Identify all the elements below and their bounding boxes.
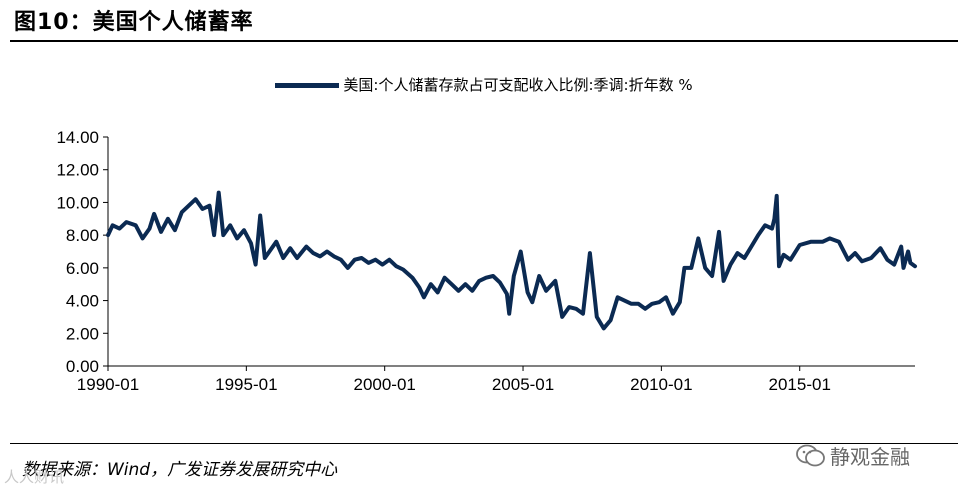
y-tick-label: 10.00 <box>56 193 99 212</box>
x-tick-label: 1995-01 <box>215 375 277 394</box>
legend-swatch <box>275 83 340 88</box>
y-tick-label: 0.00 <box>66 357 99 376</box>
y-tick-label: 12.00 <box>56 161 99 180</box>
x-tick-label: 1990-01 <box>77 375 139 394</box>
y-tick-label: 14.00 <box>56 128 99 147</box>
corner-watermark: 人人财讯 <box>4 468 65 486</box>
legend-label: 美国:个人储蓄存款占可支配收入比例:季调:折年数 % <box>343 76 693 94</box>
y-tick-label: 8.00 <box>66 226 99 245</box>
x-tick-label: 2000-01 <box>353 375 415 394</box>
x-tick-label: 2015-01 <box>769 375 831 394</box>
title-rule <box>10 40 958 42</box>
chart-legend: 美国:个人储蓄存款占可支配收入比例:季调:折年数 % <box>0 74 968 95</box>
wechat-icon <box>796 443 826 474</box>
x-tick-label: 2010-01 <box>630 375 692 394</box>
y-tick-label: 4.00 <box>66 292 99 311</box>
y-tick-label: 6.00 <box>66 259 99 278</box>
series-line <box>106 190 917 331</box>
footer-rule <box>10 443 958 444</box>
x-tick-label: 2005-01 <box>492 375 554 394</box>
source-note: 数据来源：Wind，广发证券发展研究中心 <box>22 460 338 480</box>
brand-name: 静观金融 <box>830 445 910 469</box>
figure-title: 图10：美国个人储蓄率 <box>14 10 254 35</box>
brand-watermark: 静观金融 <box>796 441 910 474</box>
y-tick-label: 2.00 <box>66 324 99 343</box>
